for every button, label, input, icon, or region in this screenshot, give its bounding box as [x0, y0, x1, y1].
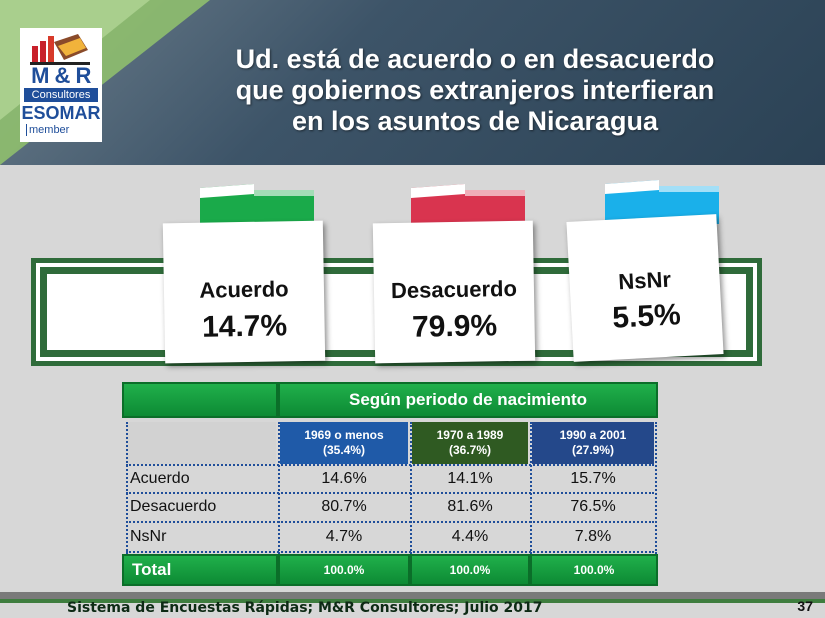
table-cell: 14.6% — [321, 470, 367, 487]
company-logo: M & R Consultores ESOMAR member — [20, 28, 102, 142]
row-divider — [126, 521, 654, 523]
column-header-share: (36.7%) — [448, 443, 492, 457]
total-cell: 100.0% — [410, 554, 530, 586]
footer-bar — [0, 592, 825, 599]
table-cell: 14.1% — [447, 470, 493, 487]
logo-esomar: ESOMAR — [21, 103, 101, 123]
footer-source: Sistema de Encuestas Rápidas; M&R Consul… — [67, 600, 543, 616]
column-divider — [530, 422, 532, 554]
total-label: Total — [132, 560, 172, 579]
title-line: en los asuntos de Nicaragua — [291, 106, 659, 136]
card-tab-desacuerdo — [411, 184, 525, 228]
total-value: 100.0% — [573, 563, 615, 577]
column-header-label: 1969 o menos — [304, 428, 384, 442]
total-value: 100.0% — [449, 563, 491, 577]
result-card-acuerdo: Acuerdo 14.7% — [162, 220, 326, 364]
table-row-label: Desacuerdo — [130, 498, 217, 515]
table-cell: 76.5% — [570, 498, 616, 515]
card-value: 14.7% — [201, 309, 288, 344]
group-header-text: Según periodo de nacimiento — [348, 390, 588, 409]
table-cell: 4.7% — [325, 528, 363, 545]
header-blank — [126, 422, 276, 464]
table-cell: 15.7% — [570, 470, 616, 487]
column-header: 1990 a 2001 (27.9%) — [532, 422, 654, 464]
chart-logo-icon — [30, 34, 90, 65]
column-header: 1970 a 1989 (36.7%) — [412, 422, 528, 464]
column-header: 1969 o menos (35.4%) — [280, 422, 408, 464]
table-cell: 81.6% — [447, 498, 493, 515]
row-divider — [126, 464, 654, 466]
table-row-label: Acuerdo — [130, 470, 190, 487]
column-divider — [126, 422, 128, 554]
column-header-label: 1990 a 2001 — [559, 428, 627, 442]
card-label: Acuerdo — [199, 276, 289, 303]
column-header-label: 1970 a 1989 — [436, 428, 504, 442]
title-line: Ud. está de acuerdo o en desacuerdo — [235, 44, 715, 74]
result-card-desacuerdo: Desacuerdo 79.9% — [372, 220, 536, 364]
logo-member: member — [26, 124, 69, 136]
total-cell: 100.0% — [530, 554, 658, 586]
card-label: NsNr — [617, 266, 672, 295]
total-label-cell: Total — [122, 554, 278, 586]
column-header-share: (27.9%) — [571, 443, 615, 457]
result-card-nsnr: NsNr 5.5% — [566, 214, 724, 362]
group-header: Según periodo de nacimiento — [278, 382, 658, 418]
column-divider — [410, 422, 412, 554]
header-banner — [0, 0, 825, 165]
table-cell: 4.4% — [451, 528, 489, 545]
footer-accent — [0, 599, 825, 603]
card-value: 5.5% — [611, 298, 682, 335]
card-tab-nsnr — [605, 180, 719, 224]
title-line: que gobiernos extranjeros interfieran — [235, 75, 715, 105]
table-row-label: NsNr — [130, 528, 167, 545]
table-cell: 80.7% — [321, 498, 367, 515]
card-label: Desacuerdo — [390, 275, 518, 304]
logo-brand: M & R — [31, 63, 91, 88]
card-tab-acuerdo — [200, 184, 314, 228]
row-divider — [126, 492, 654, 494]
slide-title: Ud. está de acuerdo o en desacuerdo que … — [190, 44, 760, 137]
table-corner — [122, 382, 278, 418]
total-value: 100.0% — [323, 563, 365, 577]
total-cell: 100.0% — [278, 554, 410, 586]
logo-sub: Consultores — [24, 88, 98, 102]
page-number: 37 — [797, 598, 813, 614]
column-header-share: (35.4%) — [322, 443, 366, 457]
column-divider — [278, 422, 280, 554]
table-cell: 7.8% — [574, 528, 612, 545]
column-divider — [655, 422, 657, 554]
row-divider — [126, 551, 654, 553]
card-value: 79.9% — [411, 309, 498, 344]
crosstab-table: Según periodo de nacimiento 1969 o menos… — [122, 382, 658, 588]
